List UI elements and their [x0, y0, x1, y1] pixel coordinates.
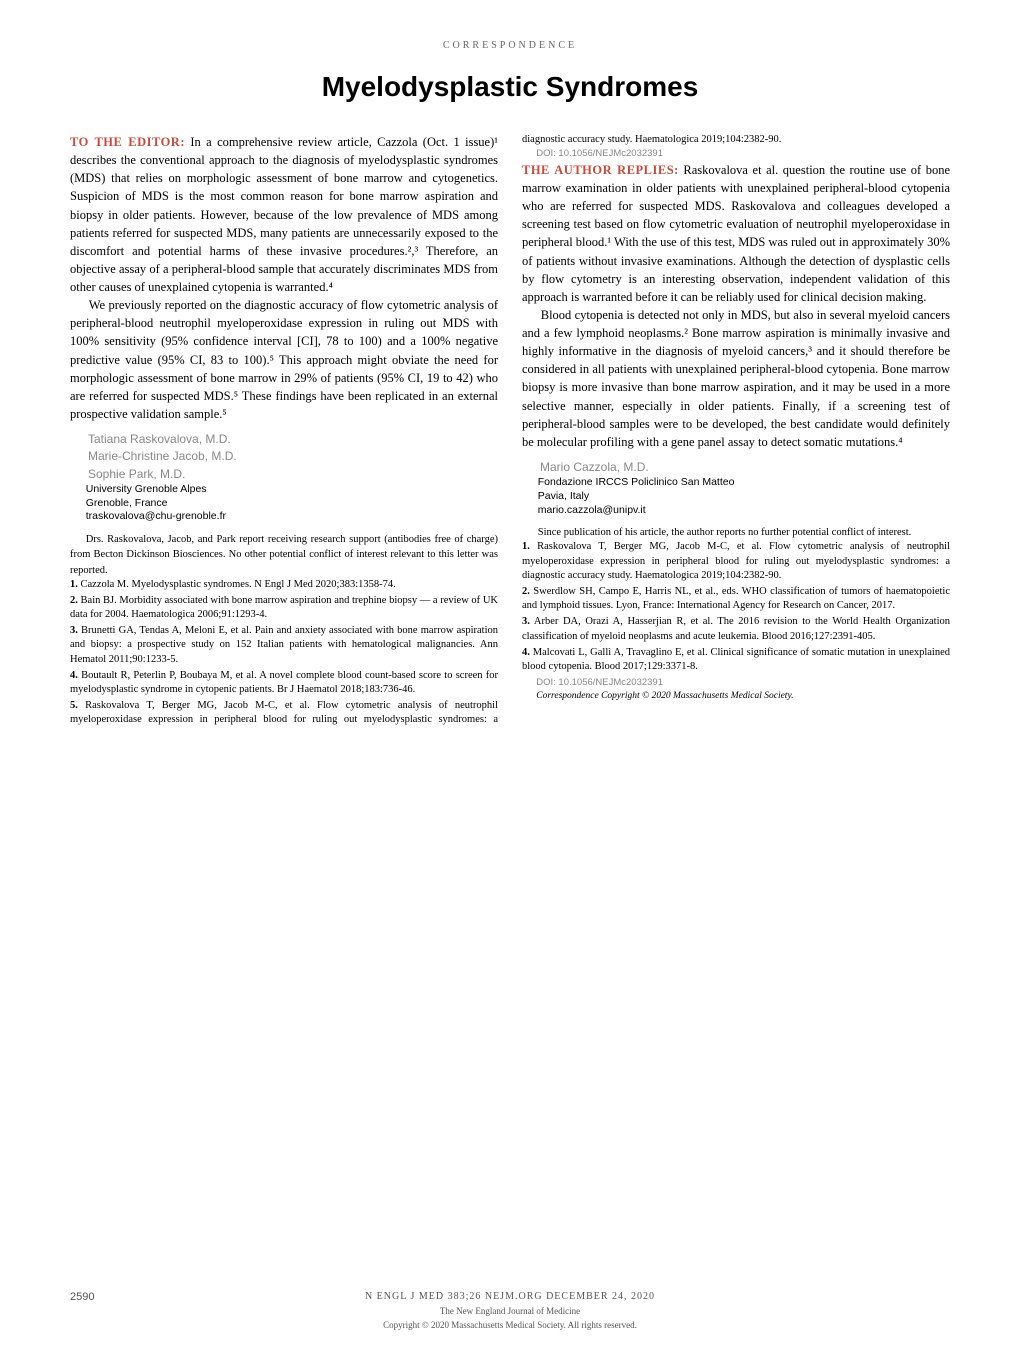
reply-copyright: Correspondence Copyright © 2020 Massachu…	[522, 690, 950, 704]
section-label: CORRESPONDENCE	[70, 40, 950, 51]
author-name: Mario Cazzola, M.D.	[522, 459, 950, 476]
affiliation: University Grenoble Alpes	[70, 483, 498, 497]
reply-label: THE AUTHOR REPLIES:	[522, 163, 679, 177]
author-name: Tatiana Raskovalova, M.D.	[70, 431, 498, 448]
reference-item: 1. Raskovalova T, Berger MG, Jacob M-C, …	[522, 540, 950, 583]
reply-disclosure: Since publication of his article, the au…	[522, 525, 950, 540]
reply-text-1: Raskovalova et al. question the routine …	[522, 163, 950, 304]
footer-journal: The New England Journal of Medicine	[70, 1306, 950, 1316]
reply-references: 1. Raskovalova T, Berger MG, Jacob M-C, …	[522, 540, 950, 674]
author-name: Marie-Christine Jacob, M.D.	[70, 448, 498, 465]
reference-item: 2. Swerdlow SH, Campo E, Harris NL, et a…	[522, 585, 950, 613]
author-name: Sophie Park, M.D.	[70, 466, 498, 483]
author-email: mario.cazzola@unipv.it	[522, 504, 950, 518]
letter-disclosure: Drs. Raskovalova, Jacob, and Park report…	[70, 532, 498, 578]
affiliation: Grenoble, France	[70, 497, 498, 511]
reference-item: 3. Arber DA, Orazi A, Hasserjian R, et a…	[522, 615, 950, 643]
letter-text-1: In a comprehensive review article, Cazzo…	[70, 135, 498, 294]
reference-item: 3. Brunetti GA, Tendas A, Meloni E, et a…	[70, 624, 498, 667]
footer-citation: N ENGL J MED 383;26 NEJM.ORG DECEMBER 24…	[70, 1291, 950, 1302]
affiliation: Pavia, Italy	[522, 490, 950, 504]
reference-item: 1. Cazzola M. Myelodysplastic syndromes.…	[70, 578, 498, 592]
letter-doi: DOI: 10.1056/NEJMc2032391	[522, 147, 950, 161]
affiliation: Fondazione IRCCS Policlinico San Matteo	[522, 476, 950, 490]
article-title: Myelodysplastic Syndromes	[70, 71, 950, 103]
editor-label: TO THE EDITOR:	[70, 135, 185, 149]
author-email: traskovalova@chu-grenoble.fr	[70, 510, 498, 524]
reply-doi: DOI: 10.1056/NEJMc2032391	[522, 676, 950, 690]
reply-para-1: THE AUTHOR REPLIES: Raskovalova et al. q…	[522, 161, 950, 306]
reference-item: 2. Bain BJ. Morbidity associated with bo…	[70, 594, 498, 622]
letter-para-1: TO THE EDITOR: In a comprehensive review…	[70, 133, 498, 296]
letter-para-2: We previously reported on the diagnostic…	[70, 296, 498, 423]
footer-copyright: Copyright © 2020 Massachusetts Medical S…	[70, 1320, 950, 1330]
page-footer: 2590 N ENGL J MED 383;26 NEJM.ORG DECEMB…	[70, 1291, 950, 1330]
reply-author: Mario Cazzola, M.D. Fondazione IRCCS Pol…	[522, 459, 950, 517]
reference-item: 4. Boutault R, Peterlin P, Boubaya M, et…	[70, 669, 498, 697]
reply-para-2: Blood cytopenia is detected not only in …	[522, 306, 950, 451]
letter-authors: Tatiana Raskovalova, M.D. Marie-Christin…	[70, 431, 498, 524]
page-number: 2590	[70, 1291, 94, 1303]
reference-item: 4. Malcovati L, Gallì A, Travaglino E, e…	[522, 646, 950, 674]
content-columns: TO THE EDITOR: In a comprehensive review…	[70, 133, 950, 727]
